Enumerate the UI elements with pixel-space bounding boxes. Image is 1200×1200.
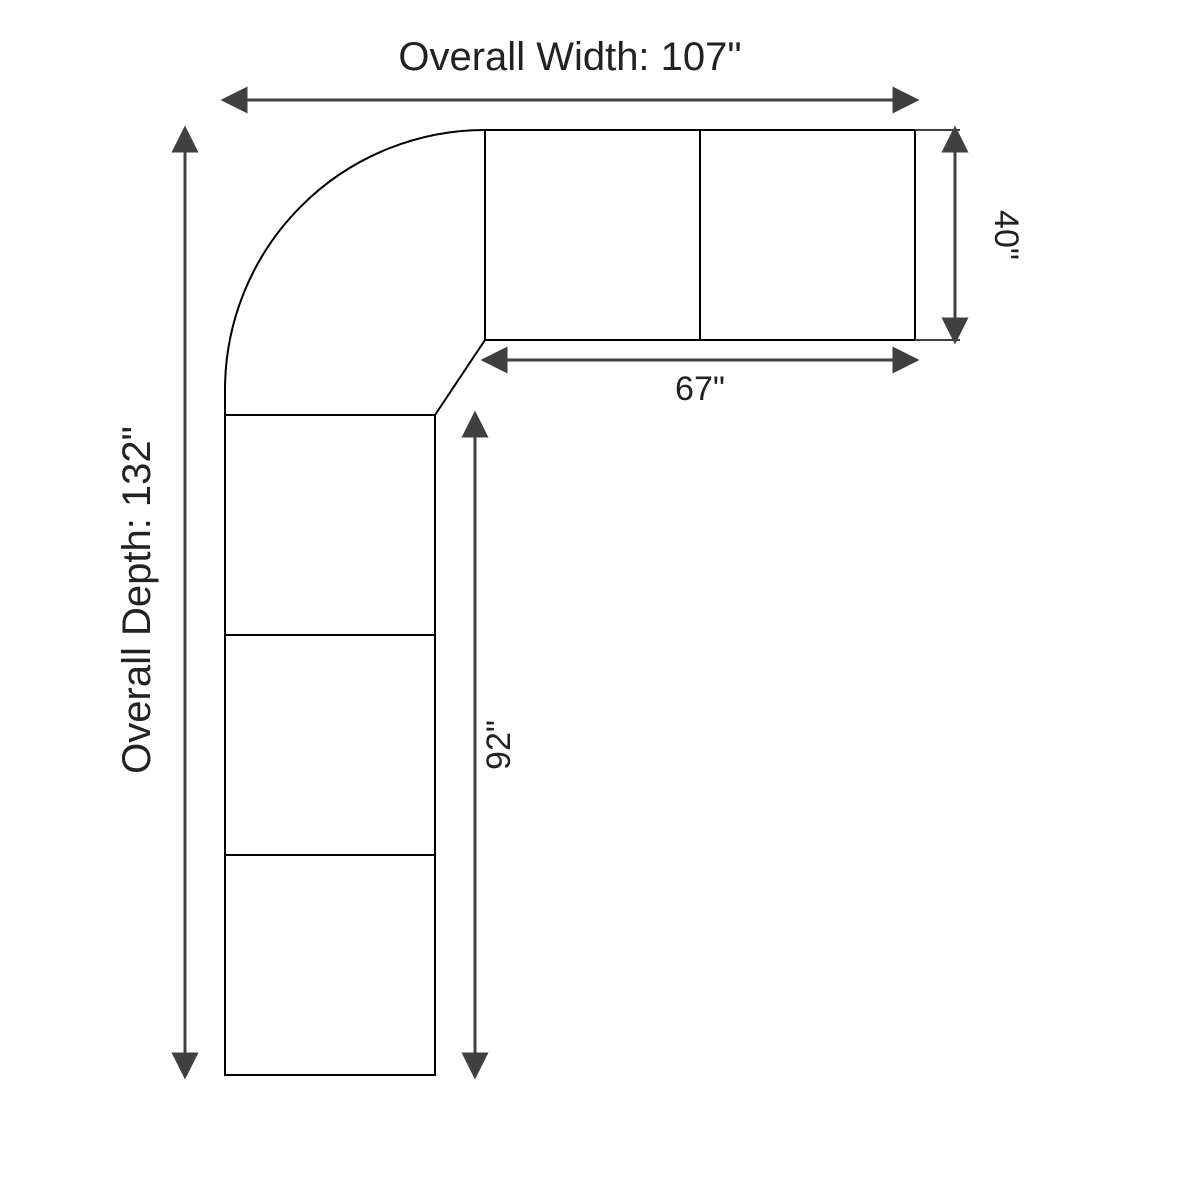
extension-lines	[915, 130, 960, 340]
sectional-outline	[225, 130, 915, 1075]
dimension-lines	[185, 100, 955, 1075]
left-arm-length-label: 92"	[480, 720, 518, 770]
overall-width-label: Overall Width: 107"	[398, 35, 741, 79]
section-dividers	[225, 130, 700, 855]
overall-depth-label: Overall Depth: 132"	[115, 426, 159, 774]
sectional-dimension-diagram: Overall Width: 107" Overall Depth: 132" …	[0, 0, 1200, 1200]
top-arm-depth-label: 40"	[987, 210, 1025, 260]
top-arm-length-label: 67"	[675, 370, 725, 408]
